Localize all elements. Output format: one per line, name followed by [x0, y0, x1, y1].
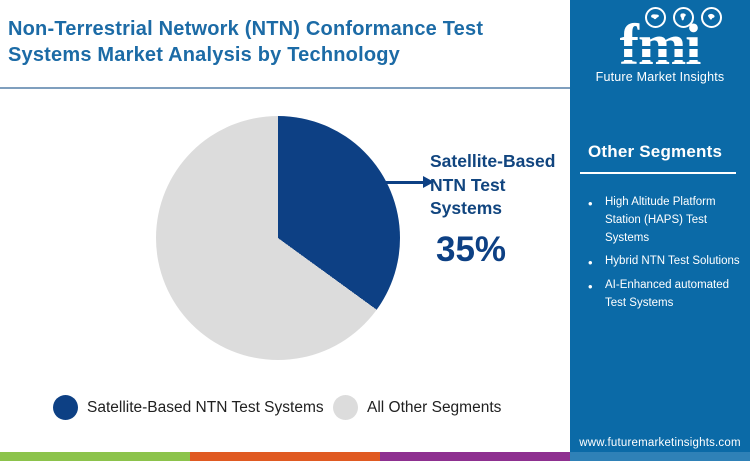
- page-title: Non-Terrestrial Network (NTN) Conformanc…: [8, 18, 484, 66]
- list-item: AI-Enhanced automated Test Systems: [588, 277, 740, 313]
- segment-item-label: Hybrid NTN Test Solutions: [605, 255, 740, 268]
- segment-item-label: High Altitude Platform Station (HAPS) Te…: [605, 196, 716, 244]
- list-item: High Altitude Platform Station (HAPS) Te…: [588, 194, 740, 247]
- title-divider: [0, 87, 570, 89]
- sidebar: fmi Future Market Insights Other Segment…: [570, 0, 750, 452]
- pie-callout: Satellite-Based NTN Test Systems 35%: [430, 150, 570, 270]
- segment-item-label: AI-Enhanced automated Test Systems: [605, 279, 730, 310]
- legend-swatch-satellite: [53, 395, 78, 420]
- legend-label-satellite: Satellite-Based NTN Test Systems: [87, 398, 324, 416]
- logo-globes: [570, 7, 750, 28]
- callout-arrow-line: [386, 181, 424, 184]
- legend-label-others: All Other Segments: [367, 398, 502, 416]
- other-segments-list: High Altitude Platform Station (HAPS) Te…: [588, 194, 740, 313]
- globe-americas-icon: [645, 7, 666, 28]
- callout-label: Satellite-Based NTN Test Systems: [430, 151, 556, 219]
- footer-color-strip: [0, 452, 750, 461]
- other-segments-section: Other Segments High Altitude Platform St…: [570, 142, 750, 313]
- strip-green: [0, 452, 190, 461]
- callout-value: 35%: [436, 229, 507, 269]
- other-segments-divider: [580, 172, 736, 174]
- strip-orange: [190, 452, 380, 461]
- strip-light-blue: [570, 452, 750, 461]
- strip-purple: [380, 452, 570, 461]
- callout-arrow-icon: [423, 176, 434, 188]
- list-item: Hybrid NTN Test Solutions: [588, 253, 740, 273]
- globe-asia-icon: [701, 7, 722, 28]
- fmi-logo: fmi Future Market Insights: [570, 0, 750, 84]
- pie-chart: [156, 116, 400, 360]
- legend-item-satellite: Satellite-Based NTN Test Systems: [53, 395, 324, 420]
- website-link[interactable]: www.futuremarketinsights.com: [579, 437, 741, 449]
- legend-item-others: All Other Segments: [333, 395, 501, 420]
- legend-swatch-others: [333, 395, 358, 420]
- other-segments-heading: Other Segments: [588, 142, 723, 161]
- globe-europe-icon: [673, 7, 694, 28]
- logo-wordmark: fmi: [619, 12, 702, 77]
